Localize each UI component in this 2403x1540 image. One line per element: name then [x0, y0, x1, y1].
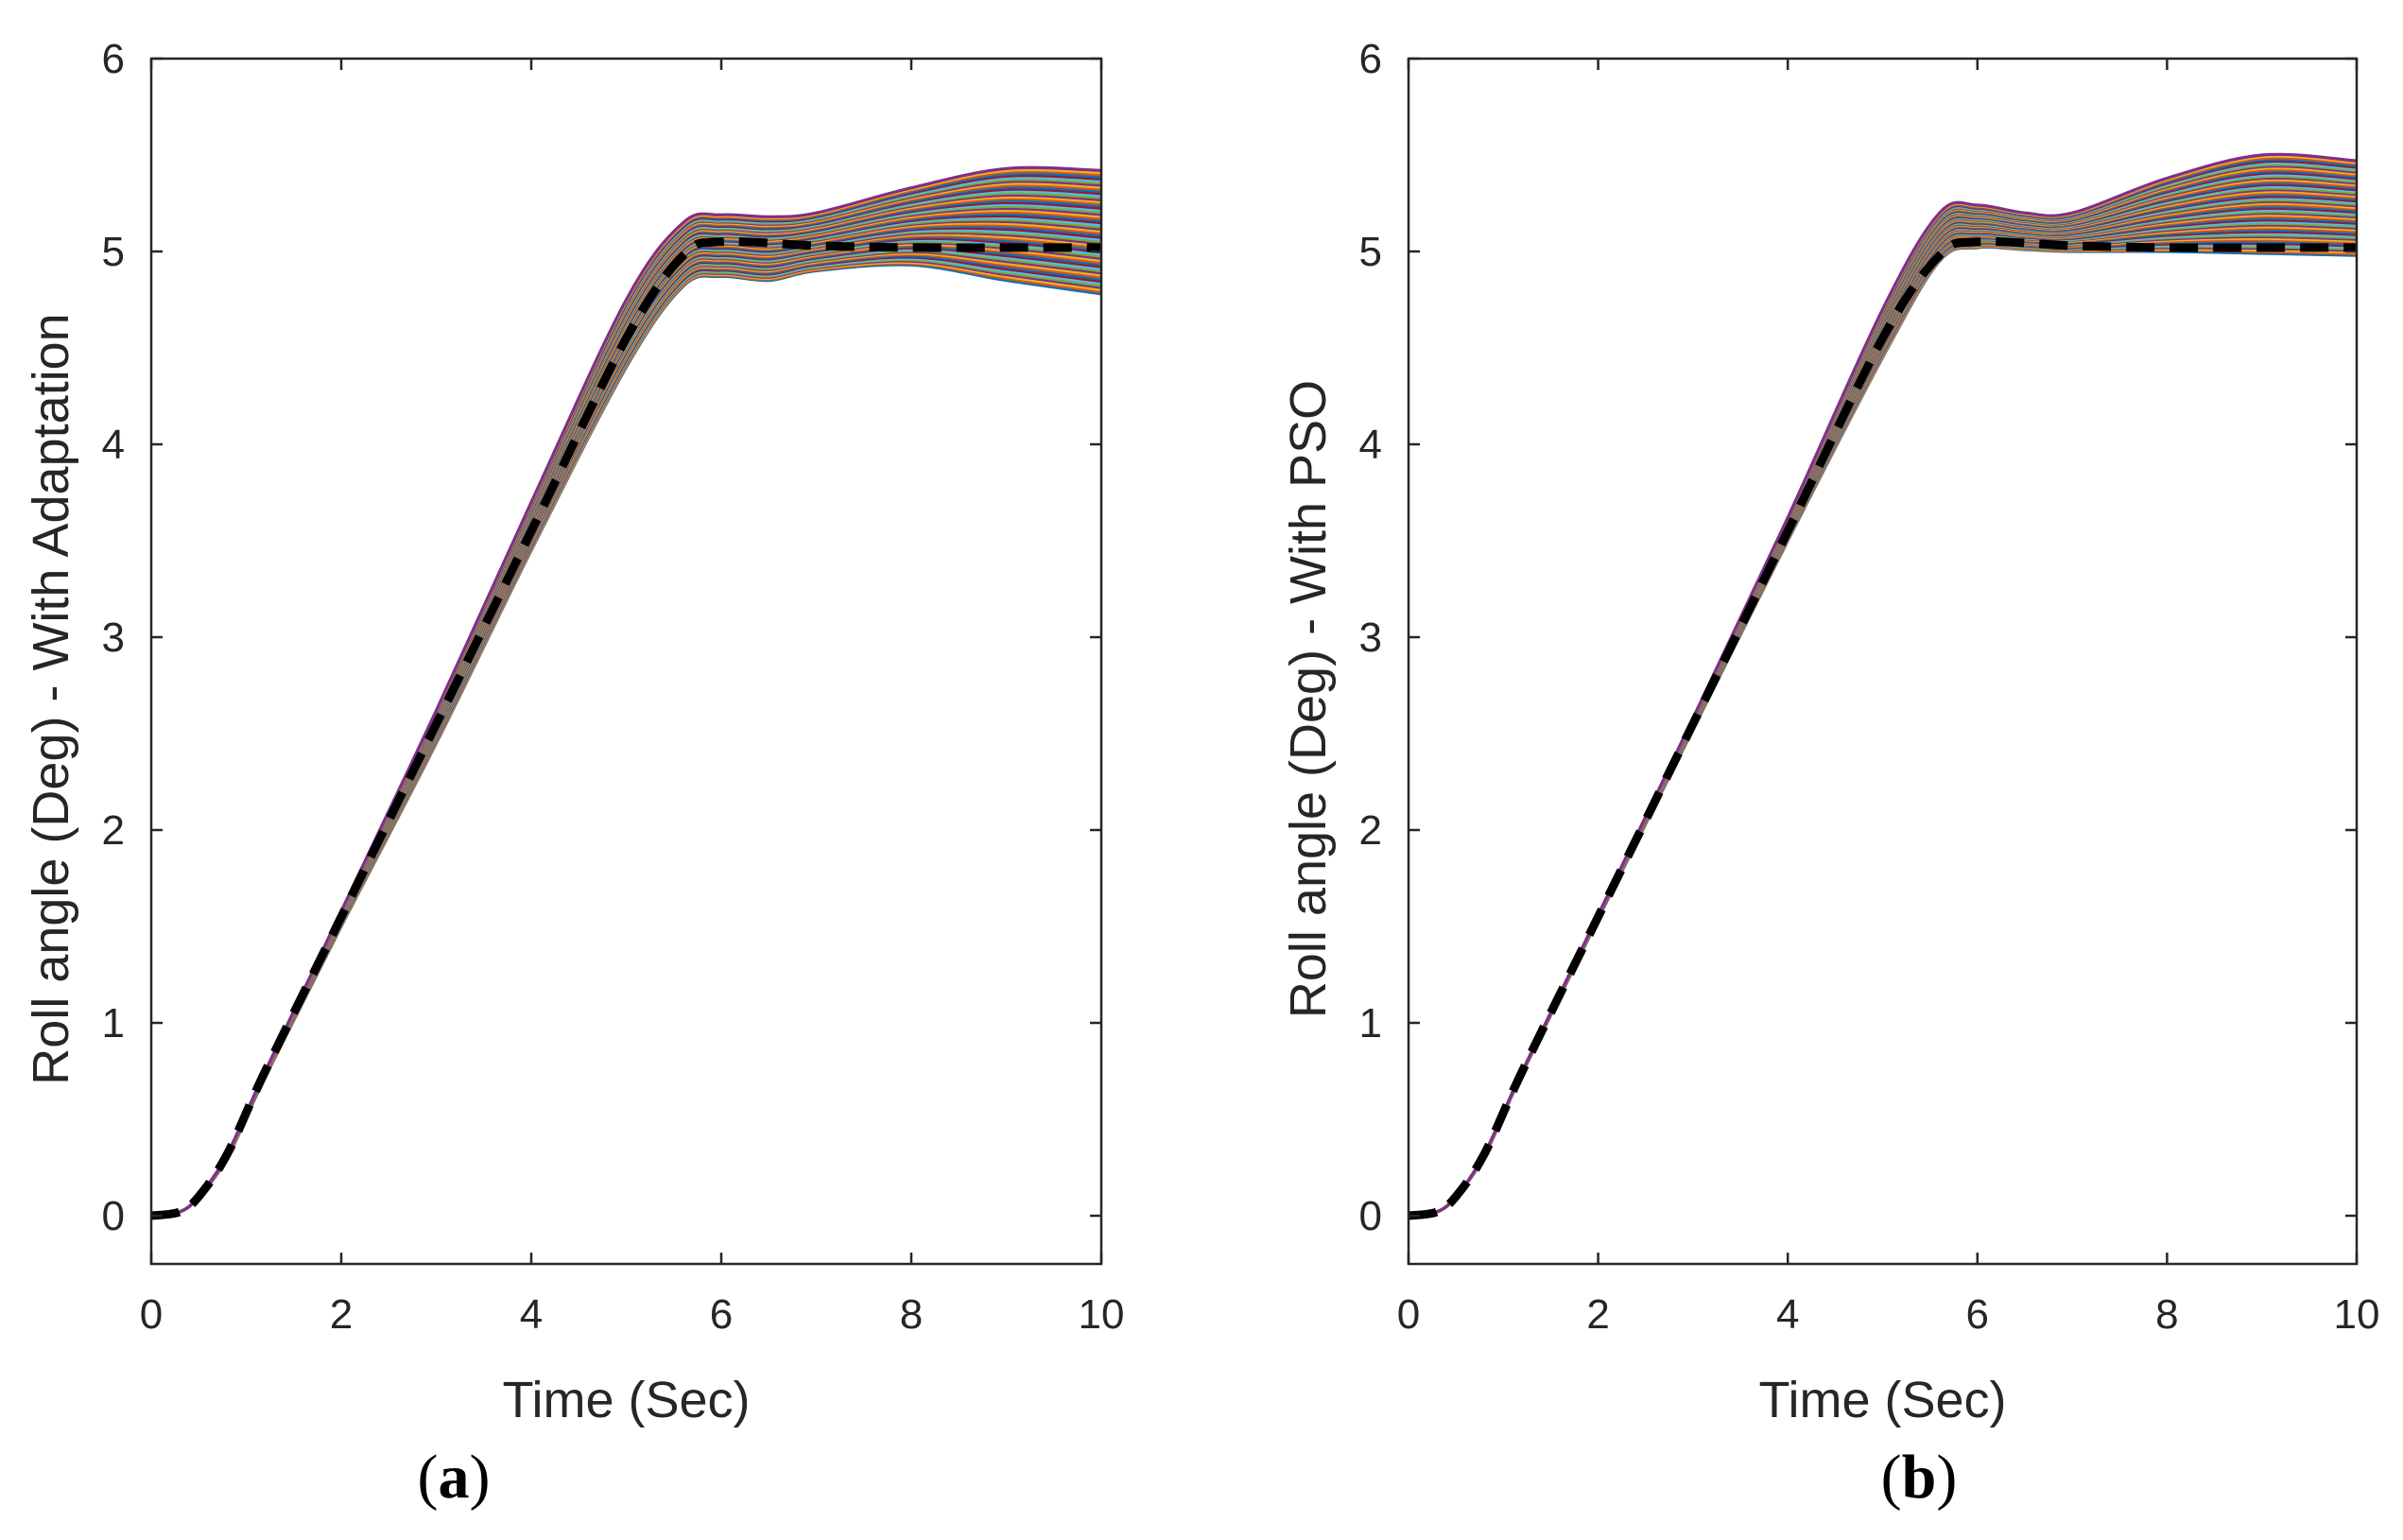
chart-panel-a: 0 2 4 6 8 10 0 1 2 3 4 5 6 Time (Sec) Roll angle (Deg)… [23, 36, 1124, 1428]
x-tick-label: 4 [520, 1291, 543, 1338]
x-tick-label: 4 [1776, 1291, 1799, 1338]
x-tick-label: 2 [330, 1291, 353, 1338]
chart-panel-b: 0 2 4 6 8 10 0 1 2 3 4 5 6 Time (Sec) Roll angle (Deg)… [1280, 36, 2379, 1428]
reference-line [1408, 236, 2357, 1220]
caption-b-letter: b [1901, 1443, 1937, 1512]
y-tick-label: 3 [102, 614, 125, 661]
caption-b: (b) [1880, 1443, 1958, 1512]
plot-area [1409, 59, 2357, 1264]
caption-a: (a) [417, 1443, 491, 1512]
axes-box [1407, 57, 2359, 1266]
x-axis-label: Time (Sec) [1758, 1372, 2006, 1428]
x-tick-label: 2 [1586, 1291, 1609, 1338]
caption-a-letter: a [438, 1443, 470, 1512]
y-tick-label: 1 [1359, 1000, 1382, 1047]
y-tick-label: 4 [1359, 422, 1382, 468]
y-tick-label: 0 [1359, 1193, 1382, 1239]
x-tick-label: 6 [710, 1291, 733, 1338]
x-tick-label: 0 [1397, 1291, 1420, 1338]
y-tick-label: 2 [1359, 807, 1382, 854]
x-tick-label: 10 [2334, 1291, 2380, 1338]
y-tick-label: 5 [1359, 229, 1382, 275]
y-tick-label: 1 [102, 1000, 125, 1047]
x-tick-label: 10 [1079, 1291, 1125, 1338]
y-tick-label: 5 [102, 229, 125, 275]
y-tick-label: 2 [102, 807, 125, 854]
x-tick-label: 0 [140, 1291, 163, 1338]
axes-box [149, 57, 1103, 1266]
y-tick-label: 6 [102, 36, 125, 82]
x-tick-label: 8 [2155, 1291, 2178, 1338]
y-tick-label: 4 [102, 422, 125, 468]
x-axis-label: Time (Sec) [502, 1372, 750, 1428]
y-tick-label: 6 [1359, 36, 1382, 82]
y-axis-label: Roll angle (Deg) - With PSO [1280, 380, 1337, 1018]
y-tick-label: 3 [1359, 614, 1382, 661]
reference-line [150, 236, 1101, 1220]
x-tick-label: 6 [1966, 1291, 1989, 1338]
x-tick-label: 8 [900, 1291, 923, 1338]
y-tick-label: 0 [102, 1193, 125, 1239]
y-axis-label: Roll angle (Deg) - With Adaptation [23, 313, 79, 1084]
